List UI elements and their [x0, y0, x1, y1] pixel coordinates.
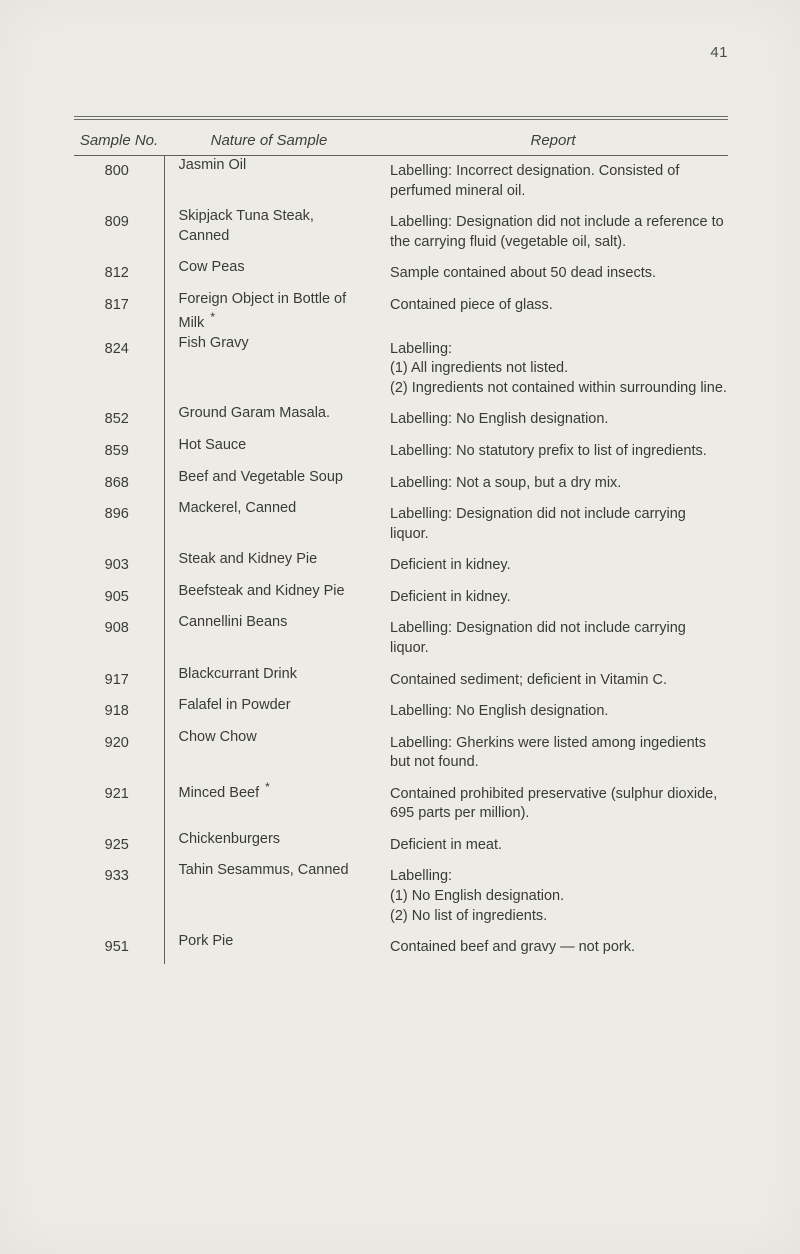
cell-nature: Cannellini Beans [164, 613, 374, 664]
cell-report: Deficient in kidney. [378, 582, 728, 614]
table-row: 951Pork PieContained beef and gravy — no… [74, 932, 728, 964]
cell-report: Labelling: Gherkins were listed among in… [378, 728, 728, 779]
table-row: 824Fish GravyLabelling:(1) All ingredien… [74, 334, 728, 405]
col-header-nature: Nature of Sample [164, 126, 374, 156]
cell-report: Labelling: No statutory prefix to list o… [378, 436, 728, 468]
cell-nature: Jasmin Oil [164, 156, 374, 208]
cell-sample-no: 908 [74, 613, 164, 664]
table-row: 800Jasmin OilLabelling: Incorrect design… [74, 156, 728, 208]
top-rule [74, 116, 728, 120]
cell-report: Labelling: Designation did not include c… [378, 613, 728, 664]
cell-sample-no: 800 [74, 156, 164, 208]
table-row: 908Cannellini BeansLabelling: Designatio… [74, 613, 728, 664]
col-header-sample-no: Sample No. [74, 126, 164, 156]
table-row: 896Mackerel, CannedLabelling: Designatio… [74, 499, 728, 550]
table-header: Sample No. Nature of Sample Report [74, 126, 728, 156]
cell-report: Labelling: Incorrect designation. Consis… [378, 156, 728, 208]
cell-sample-no: 868 [74, 468, 164, 500]
cell-report: Labelling: No English designation. [378, 696, 728, 728]
table-body: 800Jasmin OilLabelling: Incorrect design… [74, 156, 728, 964]
table-row: 852Ground Garam Masala.Labelling: No Eng… [74, 404, 728, 436]
table-row: 933Tahin Sesammus, CannedLabelling:(1) N… [74, 861, 728, 932]
cell-nature: Falafel in Powder [164, 696, 374, 728]
samples-table: Sample No. Nature of Sample Report 800Ja… [74, 126, 728, 964]
cell-nature: Hot Sauce [164, 436, 374, 468]
cell-sample-no: 921 [74, 779, 164, 830]
cell-nature: Tahin Sesammus, Canned [164, 861, 374, 932]
table-row: 868Beef and Vegetable SoupLabelling: Not… [74, 468, 728, 500]
cell-sample-no: 896 [74, 499, 164, 550]
cell-nature: Beefsteak and Kidney Pie [164, 582, 374, 614]
cell-nature: Beef and Vegetable Soup [164, 468, 374, 500]
cell-sample-no: 817 [74, 290, 164, 334]
cell-sample-no: 917 [74, 665, 164, 697]
cell-sample-no: 905 [74, 582, 164, 614]
table-row: 917Blackcurrant DrinkContained sediment;… [74, 665, 728, 697]
cell-report: Labelling:(1) All ingredients not listed… [378, 334, 728, 405]
cell-nature: Minced Beef * [164, 779, 374, 830]
table-row: 918Falafel in PowderLabelling: No Englis… [74, 696, 728, 728]
cell-report: Labelling: Not a soup, but a dry mix. [378, 468, 728, 500]
cell-sample-no: 918 [74, 696, 164, 728]
table-row: 905Beefsteak and Kidney PieDeficient in … [74, 582, 728, 614]
cell-nature: Steak and Kidney Pie [164, 550, 374, 582]
table-row: 903Steak and Kidney PieDeficient in kidn… [74, 550, 728, 582]
cell-sample-no: 859 [74, 436, 164, 468]
cell-report: Labelling: Designation did not include c… [378, 499, 728, 550]
cell-report: Deficient in meat. [378, 830, 728, 862]
cell-nature: Chickenburgers [164, 830, 374, 862]
cell-nature: Mackerel, Canned [164, 499, 374, 550]
cell-nature: Fish Gravy [164, 334, 374, 405]
cell-sample-no: 920 [74, 728, 164, 779]
table-row: 817Foreign Object in Bottle of Milk *Con… [74, 290, 728, 334]
cell-sample-no: 933 [74, 861, 164, 932]
cell-report: Labelling: No English designation. [378, 404, 728, 436]
col-header-report: Report [378, 126, 728, 156]
cell-sample-no: 809 [74, 207, 164, 258]
page: 41 Sample No. Nature of Sample Report 80 [0, 0, 800, 1254]
cell-nature: Cow Peas [164, 258, 374, 290]
cell-report: Sample contained about 50 dead insects. [378, 258, 728, 290]
cell-report: Contained piece of glass. [378, 290, 728, 334]
table-row: 812Cow PeasSample contained about 50 dea… [74, 258, 728, 290]
cell-sample-no: 824 [74, 334, 164, 405]
cell-report: Contained prohibited preservative (sulph… [378, 779, 728, 830]
table-frame: Sample No. Nature of Sample Report 800Ja… [74, 116, 728, 964]
table-row: 920Chow ChowLabelling: Gherkins were lis… [74, 728, 728, 779]
cell-nature: Foreign Object in Bottle of Milk * [164, 290, 374, 334]
cell-sample-no: 903 [74, 550, 164, 582]
cell-nature: Skipjack Tuna Steak, Canned [164, 207, 374, 258]
table-row: 809Skipjack Tuna Steak, CannedLabelling:… [74, 207, 728, 258]
cell-nature: Ground Garam Masala. [164, 404, 374, 436]
cell-report: Contained sediment; deficient in Vitamin… [378, 665, 728, 697]
table-row: 859Hot SauceLabelling: No statutory pref… [74, 436, 728, 468]
cell-nature: Blackcurrant Drink [164, 665, 374, 697]
cell-report: Contained beef and gravy — not pork. [378, 932, 728, 964]
table-row: 925ChickenburgersDeficient in meat. [74, 830, 728, 862]
cell-report: Labelling:(1) No English designation.(2)… [378, 861, 728, 932]
table-row: 921Minced Beef *Contained prohibited pre… [74, 779, 728, 830]
cell-sample-no: 852 [74, 404, 164, 436]
cell-nature: Pork Pie [164, 932, 374, 964]
cell-nature: Chow Chow [164, 728, 374, 779]
cell-sample-no: 951 [74, 932, 164, 964]
cell-report: Deficient in kidney. [378, 550, 728, 582]
page-number: 41 [710, 44, 728, 61]
cell-sample-no: 925 [74, 830, 164, 862]
cell-report: Labelling: Designation did not include a… [378, 207, 728, 258]
cell-sample-no: 812 [74, 258, 164, 290]
